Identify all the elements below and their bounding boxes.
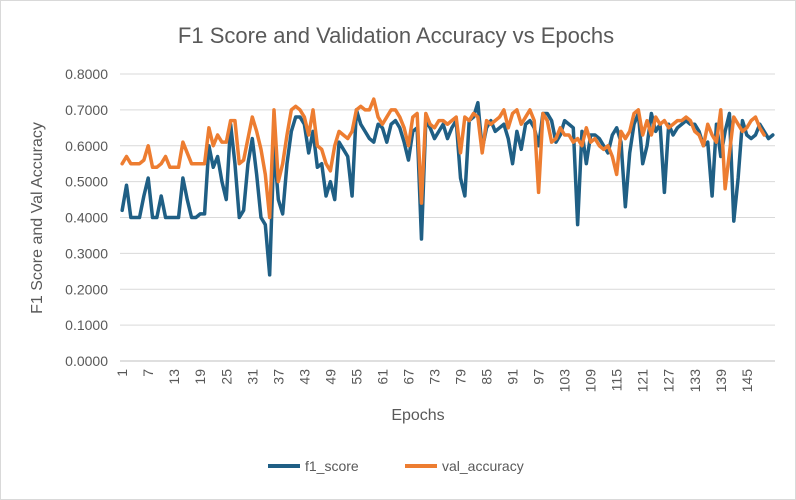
x-tick-label: 19	[192, 369, 208, 385]
y-tick-label: 0.7000	[65, 102, 108, 118]
series-line-f1-score	[120, 100, 775, 277]
y-tick-label: 0.8000	[65, 66, 108, 82]
x-tick-label: 145	[739, 369, 755, 393]
x-tick-label: 109	[583, 369, 599, 393]
x-tick-label: 103	[557, 369, 573, 393]
x-tick-label: 55	[348, 369, 364, 385]
x-tick-label: 73	[426, 369, 442, 385]
y-tick-label: 0.5000	[65, 174, 108, 190]
x-tick-label: 115	[609, 369, 625, 392]
x-axis-ticks: 1 7 13 19 25 31 37 43 49 55 61 67 73 79 85 91 97 103 109 11…	[114, 369, 755, 393]
x-tick-label: 61	[374, 369, 390, 385]
y-tick-label: 0.6000	[65, 138, 108, 154]
x-tick-label: 139	[713, 369, 729, 393]
x-axis-label: Epochs	[391, 407, 444, 424]
chart-title: F1 Score and Validation Accuracy vs Epoc…	[178, 23, 614, 48]
legend: f1_score val_accuracy	[268, 458, 524, 474]
legend-entry-label: f1_score	[305, 458, 359, 474]
series-line-val-accuracy	[120, 97, 766, 220]
x-tick-label: 1	[114, 369, 130, 377]
y-axis-ticks: 0.0000 0.1000 0.2000 0.3000 0.4000 0.5000 0.60…	[65, 66, 108, 369]
x-tick-label: 43	[296, 369, 312, 385]
y-tick-label: 0.4000	[65, 210, 108, 226]
y-tick-label: 0.3000	[65, 245, 108, 261]
x-tick-label: 133	[687, 369, 703, 393]
x-tick-label: 31	[244, 369, 260, 385]
x-tick-label: 67	[400, 369, 416, 385]
gridlines	[120, 73, 775, 362]
x-tick-label: 37	[270, 369, 286, 385]
legend-entry-label: val_accuracy	[442, 458, 524, 474]
y-tick-label: 0.1000	[65, 317, 108, 333]
y-axis-label: F1 Score and Val Accuracy	[29, 122, 46, 314]
x-tick-label: 7	[140, 369, 156, 377]
x-tick-label: 85	[479, 369, 495, 385]
x-tick-label: 121	[635, 369, 651, 393]
series-lines	[120, 97, 775, 277]
x-tick-label: 13	[166, 369, 182, 385]
x-tick-label: 49	[322, 369, 338, 385]
x-tick-label: 91	[505, 369, 521, 385]
x-tick-label: 97	[531, 369, 547, 385]
y-tick-label: 0.2000	[65, 281, 108, 297]
x-tick-label: 127	[661, 369, 677, 393]
y-tick-label: 0.0000	[65, 353, 108, 369]
x-tick-label: 25	[218, 369, 234, 385]
x-tick-label: 79	[453, 369, 469, 385]
